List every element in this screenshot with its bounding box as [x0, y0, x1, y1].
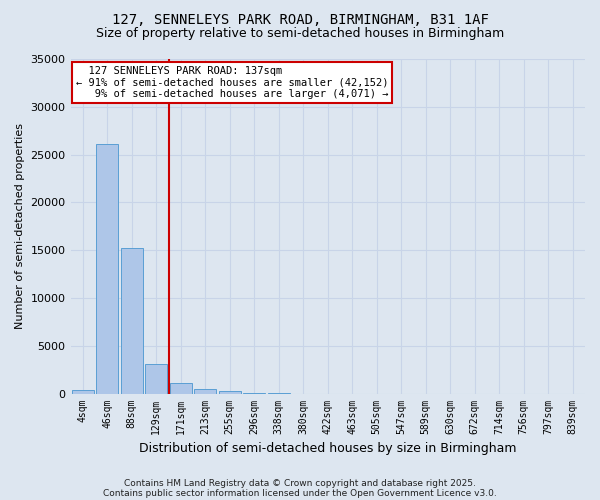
X-axis label: Distribution of semi-detached houses by size in Birmingham: Distribution of semi-detached houses by …	[139, 442, 517, 455]
Bar	[96, 144, 118, 394]
Text: Contains public sector information licensed under the Open Government Licence v3: Contains public sector information licen…	[103, 488, 497, 498]
Bar	[194, 390, 217, 394]
Bar	[72, 390, 94, 394]
Bar	[170, 383, 192, 394]
Text: Size of property relative to semi-detached houses in Birmingham: Size of property relative to semi-detach…	[96, 28, 504, 40]
Bar	[219, 391, 241, 394]
Bar	[121, 248, 143, 394]
Y-axis label: Number of semi-detached properties: Number of semi-detached properties	[15, 124, 25, 330]
Text: 127 SENNELEYS PARK ROAD: 137sqm  
← 91% of semi-detached houses are smaller (42,: 127 SENNELEYS PARK ROAD: 137sqm ← 91% of…	[76, 66, 388, 99]
Text: Contains HM Land Registry data © Crown copyright and database right 2025.: Contains HM Land Registry data © Crown c…	[124, 478, 476, 488]
Text: 127, SENNELEYS PARK ROAD, BIRMINGHAM, B31 1AF: 127, SENNELEYS PARK ROAD, BIRMINGHAM, B3…	[112, 12, 488, 26]
Bar	[145, 364, 167, 394]
